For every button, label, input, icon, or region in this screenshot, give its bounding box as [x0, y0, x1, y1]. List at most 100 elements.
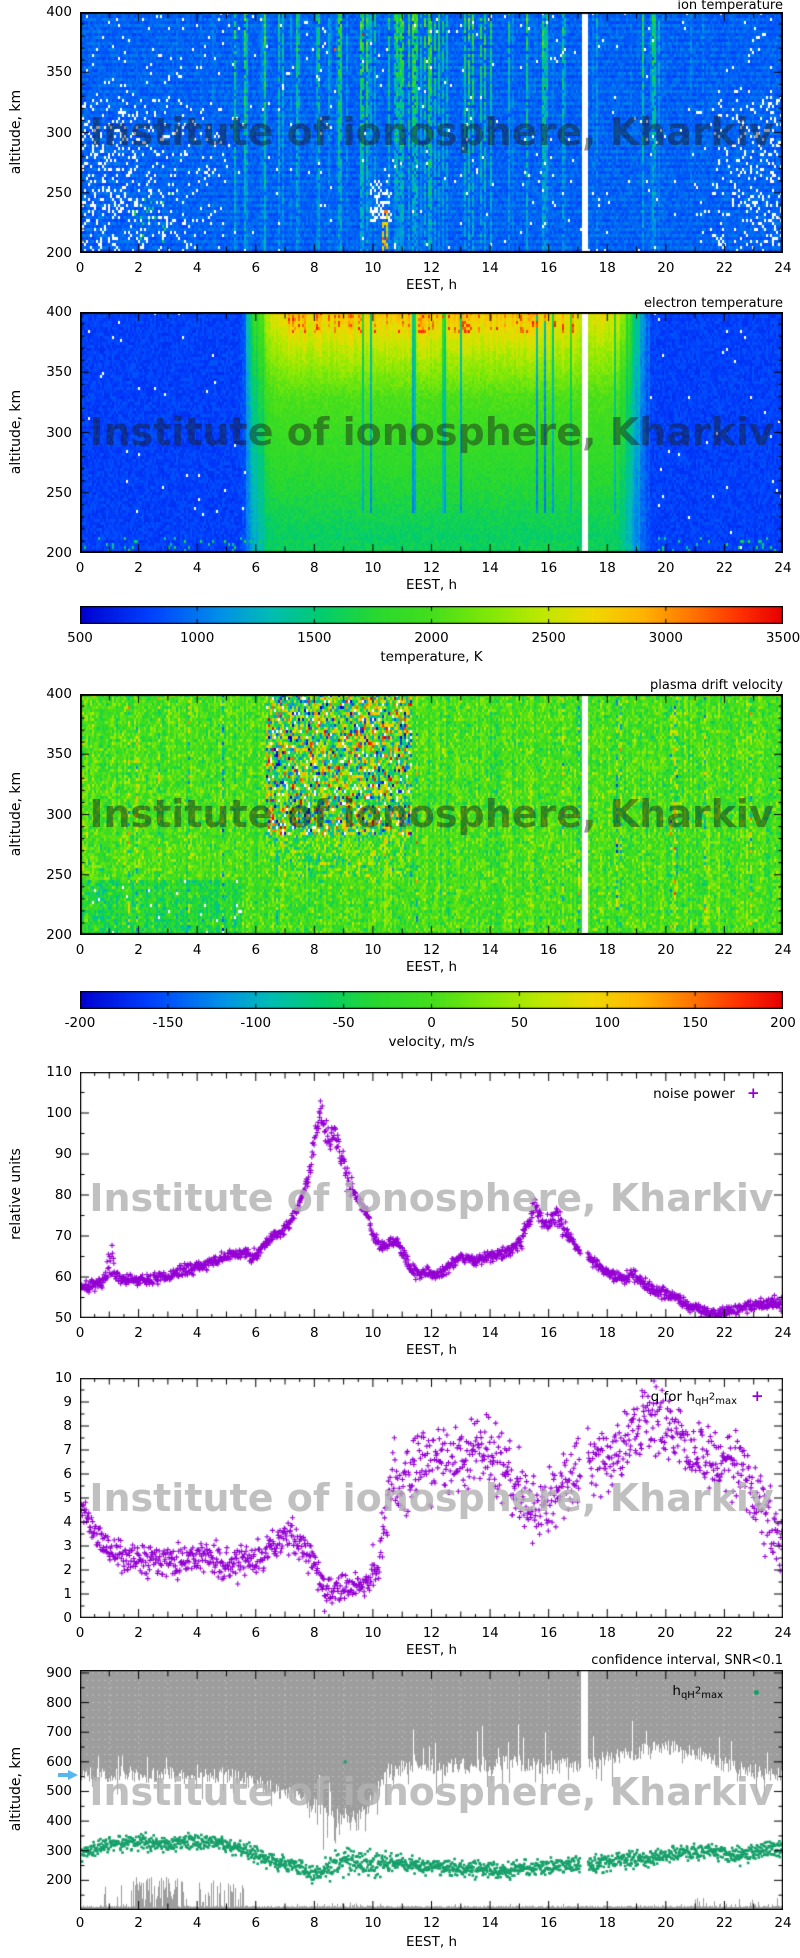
y-tick-label: 4 — [63, 1514, 72, 1530]
plasma-drift-velocity-heatmap — [80, 694, 783, 935]
x-tick-label: 2 — [134, 1325, 143, 1341]
colorbar-label-temperature: temperature, K — [380, 649, 483, 665]
colorbar-tick-label: 3000 — [648, 630, 683, 646]
y-tick-label: 200 — [46, 1872, 72, 1889]
x-tick-label: 0 — [75, 1915, 85, 1931]
x-tick-label: 8 — [310, 1625, 319, 1641]
velocity-colorbar — [80, 991, 783, 1009]
y-tick-label: 10 — [54, 1370, 72, 1386]
y-tick-label: 9 — [63, 1394, 72, 1410]
x-tick-label: 8 — [310, 942, 319, 958]
x-tick-label: 24 — [774, 560, 792, 576]
x-tick-label: 6 — [251, 942, 261, 958]
x-axis-label-noise: EEST, h — [405, 1342, 457, 1358]
plus-marker-icon: + — [747, 1084, 760, 1102]
y-tick-label: 800 — [46, 1694, 72, 1711]
x-tick-label: 18 — [598, 560, 616, 576]
x-tick-label: 16 — [540, 560, 558, 576]
x-tick-label: 20 — [657, 942, 675, 958]
x-tick-label: 2 — [134, 560, 143, 576]
panel-title-confidence-interval: confidence interval, SNR<0.1 — [591, 1653, 783, 1668]
legend-q-for-hqh2max: q for hqH2max — [650, 1389, 737, 1407]
y-axis-label-altitude-ion: altitude, km — [8, 89, 24, 174]
x-tick-label: 18 — [598, 1625, 616, 1641]
y-tick-label: 250 — [46, 484, 72, 501]
x-tick-label: 14 — [481, 1625, 499, 1641]
y-tick-label: 400 — [46, 304, 72, 320]
panel-title-electron-temperature: electron temperature — [644, 296, 783, 311]
y-tick-label: 70 — [54, 1228, 72, 1244]
x-tick-label: 6 — [251, 260, 261, 276]
y-tick-label: 200 — [46, 927, 72, 943]
x-tick-label: 12 — [422, 260, 441, 276]
y-tick-label: 90 — [54, 1146, 72, 1162]
y-axis-label-altitude-velocity: altitude, km — [8, 771, 24, 856]
x-tick-label: 12 — [422, 1625, 441, 1641]
x-tick-label: 22 — [715, 1625, 733, 1641]
colorbar-tick-label: 1000 — [179, 630, 215, 646]
x-tick-label: 8 — [310, 260, 319, 276]
x-tick-label: 24 — [774, 1915, 792, 1931]
x-tick-label: 12 — [422, 1915, 441, 1931]
x-tick-label: 10 — [364, 260, 382, 276]
x-tick-label: 12 — [422, 1325, 441, 1341]
y-tick-label: 300 — [46, 1842, 72, 1859]
x-tick-label: 10 — [364, 1915, 382, 1931]
x-tick-label: 2 — [134, 260, 143, 276]
x-tick-label: 14 — [481, 1325, 499, 1341]
colorbar-tick-label: -50 — [332, 1015, 355, 1031]
colorbar-tick-label: 500 — [67, 630, 93, 646]
x-tick-label: 8 — [310, 1915, 319, 1931]
colorbar-tick-label: 100 — [594, 1015, 621, 1031]
x-tick-label: 14 — [481, 942, 499, 958]
x-tick-label: 20 — [657, 1325, 675, 1341]
x-tick-label: 10 — [364, 1325, 382, 1341]
y-tick-label: 200 — [46, 245, 72, 261]
x-tick-label: 6 — [251, 1325, 261, 1341]
y-tick-label: 400 — [46, 4, 72, 20]
colorbar-tick-label: 2000 — [414, 630, 449, 646]
x-tick-label: 2 — [134, 942, 143, 958]
y-tick-label: 100 — [46, 1105, 72, 1121]
y-tick-label: 200 — [46, 545, 72, 561]
y-tick-label: 900 — [46, 1664, 72, 1681]
altitude-arrow-icon — [58, 1769, 78, 1780]
y-tick-label: 350 — [46, 64, 72, 81]
electron-temperature-heatmap — [80, 312, 783, 553]
x-axis-label-confidence: EEST, h — [405, 1934, 457, 1950]
x-tick-label: 18 — [598, 942, 616, 958]
x-axis-label-velocity: EEST, h — [405, 959, 457, 975]
dot-marker-icon — [754, 1690, 759, 1695]
colorbar-tick-label: 0 — [427, 1015, 436, 1031]
x-tick-label: 16 — [540, 1325, 558, 1341]
y-tick-label: 3 — [63, 1538, 72, 1554]
colorbar-tick-label: 150 — [682, 1015, 709, 1031]
x-tick-label: 10 — [364, 560, 382, 576]
x-tick-label: 20 — [657, 1915, 675, 1931]
x-tick-label: 22 — [715, 1915, 733, 1931]
temperature-colorbar — [80, 606, 783, 624]
x-tick-label: 18 — [598, 260, 616, 276]
noise-power-scatter-plot — [80, 1072, 783, 1318]
x-tick-label: 8 — [310, 560, 319, 576]
y-axis-label-relative-units: relative units — [8, 1148, 24, 1240]
x-tick-label: 24 — [774, 1325, 792, 1341]
arrow-head — [68, 1769, 78, 1780]
x-tick-label: 22 — [715, 942, 733, 958]
x-tick-label: 16 — [540, 260, 558, 276]
x-tick-label: 22 — [715, 560, 733, 576]
x-tick-label: 24 — [774, 260, 792, 276]
y-tick-label: 60 — [54, 1269, 72, 1285]
x-tick-label: 4 — [192, 260, 202, 276]
x-tick-label: 4 — [192, 560, 202, 576]
colorbar-tick-label: -100 — [240, 1015, 272, 1031]
y-tick-label: 400 — [46, 686, 72, 702]
x-tick-label: 0 — [75, 942, 85, 958]
y-tick-label: 5 — [63, 1490, 72, 1506]
x-tick-label: 4 — [192, 1625, 202, 1641]
x-tick-label: 18 — [598, 1915, 616, 1931]
x-tick-label: 16 — [540, 1625, 558, 1641]
arrow-tail — [58, 1772, 68, 1777]
y-tick-label: 50 — [54, 1310, 72, 1326]
x-tick-label: 10 — [364, 942, 382, 958]
